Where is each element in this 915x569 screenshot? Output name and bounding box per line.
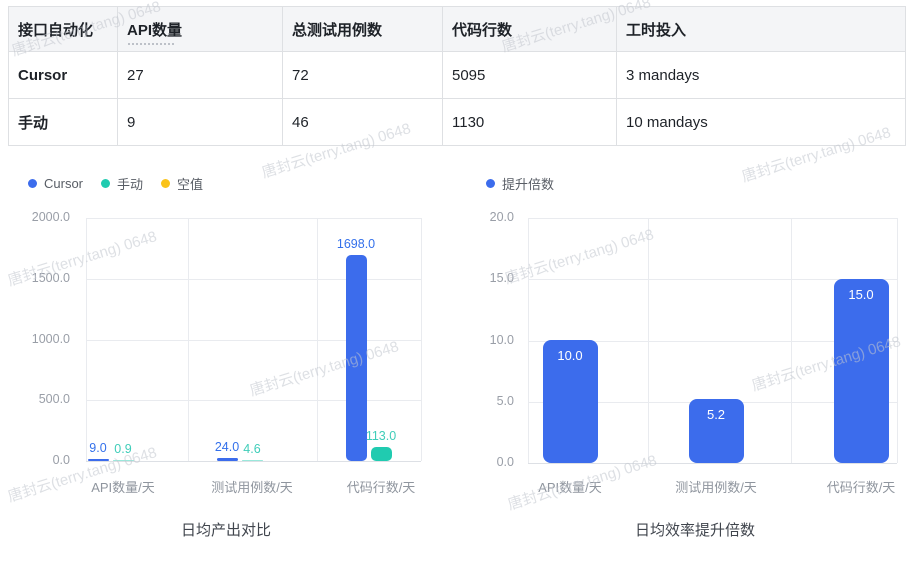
x-axis-label: 代码行数/天 — [346, 480, 416, 495]
gridline-y — [528, 463, 897, 464]
x-axis-label: API数量/天 — [91, 480, 155, 495]
row-label-manual: 手动 — [8, 99, 118, 146]
bar-提升倍数-测试用例数/天[interactable] — [688, 399, 744, 463]
bar-Cursor-代码行数/天[interactable] — [345, 255, 367, 461]
legend-dot-icon — [28, 179, 37, 188]
bar-Cursor-API数量/天[interactable] — [87, 459, 109, 461]
header-total-cases: 总测试用例数 — [283, 6, 443, 52]
table-row: 手动 9 46 1130 10 mandays — [8, 99, 906, 146]
x-axis-label: 代码行数/天 — [826, 480, 896, 495]
header-api-count-label: API数量 — [127, 19, 182, 45]
bar-value-label: 5.2 — [706, 407, 726, 422]
x-axis-label: 测试用例数/天 — [675, 480, 757, 495]
bar-手动-API数量/天[interactable] — [112, 460, 134, 461]
bar-value-label: 24.0 — [214, 440, 240, 454]
header-code-lines: 代码行数 — [443, 6, 617, 52]
bar-手动-代码行数/天[interactable] — [370, 447, 392, 461]
y-axis-tick: 10.0 — [489, 332, 514, 347]
legend-item-label: 手动 — [117, 177, 144, 192]
legend-dot-icon — [486, 179, 495, 188]
table-header-row: 接口自动化 API数量 总测试用例数 代码行数 工时投入 — [8, 6, 906, 52]
bar-value-label: 15.0 — [848, 287, 874, 302]
legend-item-label: 空值 — [177, 177, 204, 192]
bar-value-label: 10.0 — [557, 348, 583, 363]
legend-item-空值[interactable]: 空值 — [161, 174, 203, 193]
watermark-text: 唐封云(terry.tang) 0648 — [5, 444, 159, 506]
legend-item-label: 提升倍数 — [502, 177, 555, 192]
gridline-x — [897, 218, 898, 463]
legend-daily-output: Cursor 手动 空值 — [28, 174, 203, 193]
y-axis-tick: 0.0 — [52, 453, 70, 467]
bar-value-label: 0.9 — [114, 442, 132, 456]
legend-dot-icon — [161, 179, 171, 188]
cell-manual-lines: 1130 — [443, 99, 617, 146]
bar-提升倍数-代码行数/天[interactable] — [833, 279, 889, 463]
gridline-x — [188, 218, 189, 461]
legend-improvement: 提升倍数 — [486, 174, 554, 193]
gridline-x — [528, 218, 529, 463]
cell-manual-effort: 10 mandays — [617, 99, 906, 146]
summary-table: 接口自动化 API数量 总测试用例数 代码行数 工时投入 Cursor 27 7… — [8, 6, 906, 146]
y-axis-tick: 500.0 — [38, 392, 70, 407]
bar-value-label: 1698.0 — [336, 237, 376, 251]
gridline-y — [86, 400, 421, 402]
header-effort: 工时投入 — [617, 6, 906, 52]
table-row: Cursor 27 72 5095 3 mandays — [8, 52, 906, 99]
cell-manual-api: 9 — [118, 99, 283, 146]
gridline-y — [86, 461, 421, 462]
x-axis-label: API数量/天 — [538, 480, 602, 495]
y-axis-tick: 2000.0 — [31, 210, 70, 224]
legend-item-Cursor[interactable]: Cursor — [28, 176, 83, 191]
gridline-y — [528, 218, 897, 219]
gridline-y — [86, 278, 421, 280]
legend-item-label: Cursor — [44, 176, 84, 191]
gridline-y — [86, 218, 421, 219]
cell-cursor-cases: 72 — [283, 52, 443, 99]
header-api-count[interactable]: API数量 — [118, 6, 283, 52]
y-axis-tick: 20.0 — [489, 210, 514, 224]
y-axis-tick: 5.0 — [496, 393, 514, 408]
bar-Cursor-测试用例数/天[interactable] — [216, 458, 238, 461]
cell-cursor-api: 27 — [118, 52, 283, 99]
bar-value-label: 113.0 — [365, 429, 397, 443]
legend-dot-icon — [101, 179, 111, 188]
cell-manual-cases: 46 — [283, 99, 443, 146]
bar-手动-测试用例数/天[interactable] — [241, 460, 263, 461]
x-axis-label: 测试用例数/天 — [211, 480, 293, 495]
gridline-y — [528, 340, 897, 342]
legend-item-手动[interactable]: 手动 — [101, 174, 143, 193]
y-axis-tick: 0.0 — [496, 455, 514, 469]
bar-提升倍数-API数量/天[interactable] — [542, 340, 598, 463]
bar-value-label: 4.6 — [243, 442, 261, 456]
gridline-y — [528, 279, 897, 281]
cell-cursor-effort: 3 mandays — [617, 52, 906, 99]
chart-title-improvement: 日均效率提升倍数 — [634, 522, 755, 539]
gridline-x — [421, 218, 422, 461]
chart-title-daily-output: 日均产出对比 — [180, 522, 271, 539]
row-label-cursor: Cursor — [8, 52, 118, 99]
y-axis-tick: 1000.0 — [31, 331, 70, 346]
gridline-x — [86, 218, 87, 461]
y-axis-tick: 1500.0 — [31, 270, 70, 285]
bar-value-label: 9.0 — [89, 441, 107, 455]
gridline-x — [648, 218, 649, 463]
gridline-y — [86, 339, 421, 341]
gridline-x — [791, 218, 792, 463]
legend-item-提升倍数[interactable]: 提升倍数 — [486, 174, 554, 193]
y-axis-tick: 15.0 — [489, 271, 514, 286]
watermark-text: 唐封云(terry.tang) 0648 — [247, 338, 401, 400]
header-automation: 接口自动化 — [8, 6, 118, 52]
gridline-x — [317, 218, 318, 461]
cell-cursor-lines: 5095 — [443, 52, 617, 99]
